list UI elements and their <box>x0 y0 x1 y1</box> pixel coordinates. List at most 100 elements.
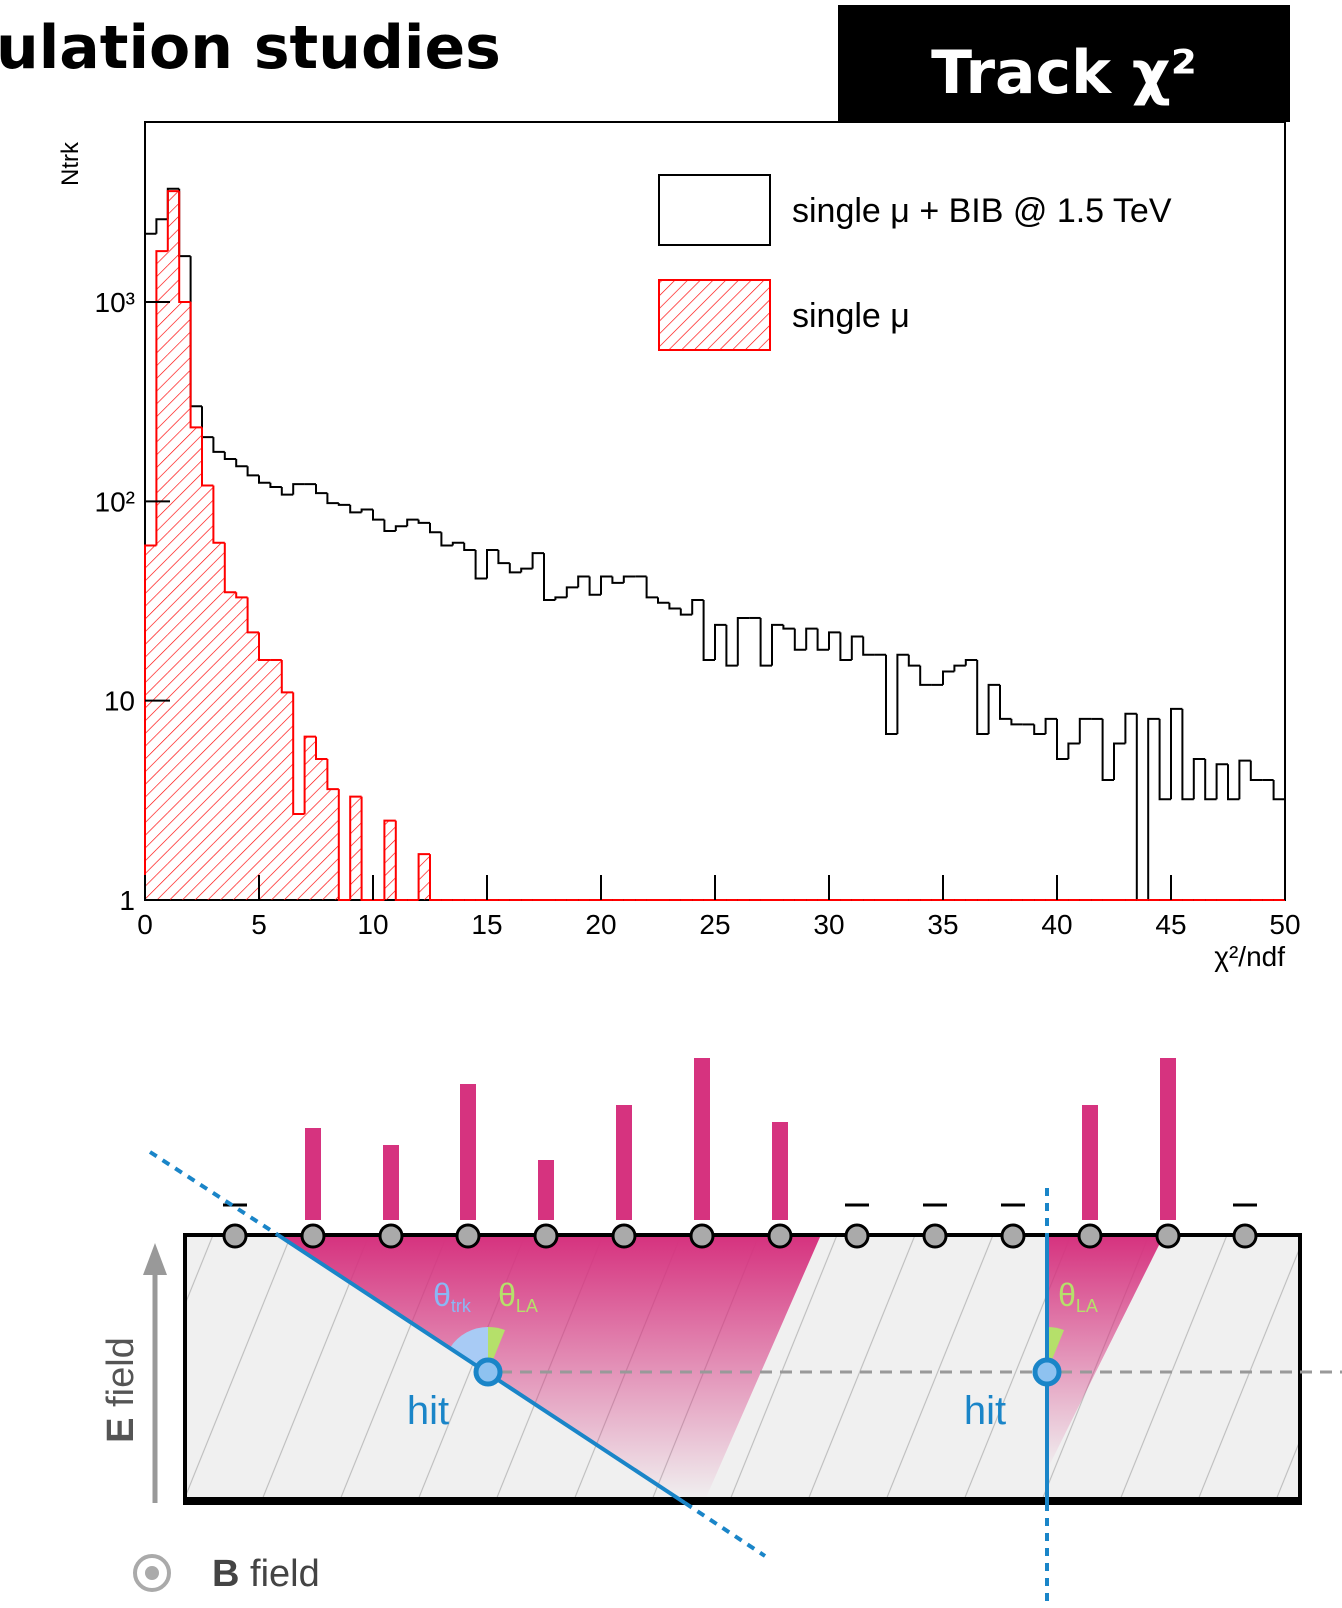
bin-step <box>315 736 328 760</box>
bin-step <box>1010 718 1023 726</box>
pixel <box>767 1223 793 1249</box>
x-tick-label: 15 <box>471 909 502 940</box>
bin-step <box>839 632 852 661</box>
bin-step <box>577 575 590 588</box>
legend-swatch <box>658 174 771 246</box>
bin-step <box>862 636 875 656</box>
bin-step <box>440 532 453 547</box>
bin-fill <box>293 814 305 900</box>
x-tick-label: 30 <box>813 909 844 940</box>
y-tick-label: 10 <box>104 686 135 717</box>
pixel <box>922 1223 948 1249</box>
charge-bar <box>538 1160 554 1220</box>
bin-step <box>565 586 579 598</box>
bin-step <box>406 518 419 527</box>
bin-step <box>463 542 476 552</box>
bin-step <box>554 596 567 600</box>
bin-step <box>543 553 556 601</box>
bin-step <box>828 631 841 650</box>
bin-step <box>1181 708 1194 801</box>
x-tick-label: 35 <box>927 909 958 940</box>
charge-bar <box>1160 1058 1176 1220</box>
bin-step <box>223 542 237 594</box>
bin-step <box>850 635 864 660</box>
pixel <box>1155 1223 1181 1249</box>
bin-step <box>725 624 738 667</box>
bin-step <box>258 632 271 661</box>
bin-step <box>486 549 499 579</box>
track-extension <box>148 1150 280 1237</box>
pixel-pads <box>222 1223 1258 1249</box>
symbol: θ <box>1058 1277 1076 1313</box>
x-tick-label: 50 <box>1269 909 1300 940</box>
bin-step <box>691 598 704 615</box>
bin-step <box>372 509 385 521</box>
bin-step <box>896 653 909 735</box>
bin-step <box>201 406 214 439</box>
charge-bar <box>772 1122 788 1220</box>
bin-step <box>337 789 351 901</box>
bin-step <box>383 819 396 900</box>
arrow-head <box>143 1243 167 1275</box>
bin-step <box>1192 757 1206 800</box>
bin-step <box>531 552 544 569</box>
b-field-dot <box>145 1566 159 1580</box>
hit-point <box>473 1357 503 1387</box>
pixel <box>455 1223 481 1249</box>
bin-step <box>303 735 316 815</box>
bin-step <box>349 795 362 900</box>
bin-step <box>1170 707 1183 800</box>
track-angle <box>450 1327 488 1372</box>
bin-step <box>1158 718 1171 801</box>
bin-step <box>1135 713 1149 901</box>
bin-step <box>588 576 601 596</box>
x-tick-label: 0 <box>137 909 153 940</box>
bin-step <box>155 250 168 546</box>
charge-drift-region <box>1047 1237 1163 1470</box>
bin-step <box>736 616 750 666</box>
bin-fill <box>224 592 237 900</box>
bin-step <box>793 628 807 651</box>
subscript: LA <box>1076 1296 1098 1316</box>
symbol: B <box>212 1553 239 1595</box>
bin-step <box>280 659 294 694</box>
bin-fill <box>236 597 248 900</box>
pixel-charges <box>305 1058 1176 1220</box>
bin-step <box>246 597 259 634</box>
pixel <box>378 1223 404 1249</box>
bin-step <box>360 508 373 513</box>
bin-step <box>326 493 339 505</box>
pixel <box>1000 1223 1026 1249</box>
bin-step <box>201 427 214 487</box>
bin-step <box>429 522 442 534</box>
charge-drift-region <box>278 1237 820 1500</box>
bin-fill <box>247 632 259 900</box>
b-field-symbol <box>133 1554 171 1592</box>
bin-step <box>964 658 978 666</box>
bin-step <box>702 599 715 661</box>
bin-step <box>166 190 180 252</box>
legend-label: single μ + BIB @ 1.5 TeV <box>792 192 1172 230</box>
bin-step <box>258 475 271 484</box>
bin-step <box>1238 759 1251 800</box>
bin-step <box>326 758 339 791</box>
bin-fill <box>145 545 157 900</box>
bin-fill <box>202 485 214 900</box>
bin-fill <box>327 789 339 900</box>
b-field-label: B field <box>212 1553 320 1595</box>
bin-step <box>987 683 1000 735</box>
pixel <box>300 1223 326 1249</box>
y-tick-label: 10³ <box>95 287 135 318</box>
bin-step <box>520 567 533 573</box>
legend-label: single μ <box>792 297 910 335</box>
hit-point <box>1032 1357 1062 1387</box>
bin-step <box>759 617 772 667</box>
bin-fill <box>213 542 225 900</box>
x-tick-label: 10 <box>357 909 388 940</box>
bin-fill <box>418 854 430 900</box>
bin-fill <box>316 758 328 900</box>
bin-fill <box>167 191 180 901</box>
hit-label: hit <box>964 1389 1006 1433</box>
bin-step <box>1113 742 1126 780</box>
